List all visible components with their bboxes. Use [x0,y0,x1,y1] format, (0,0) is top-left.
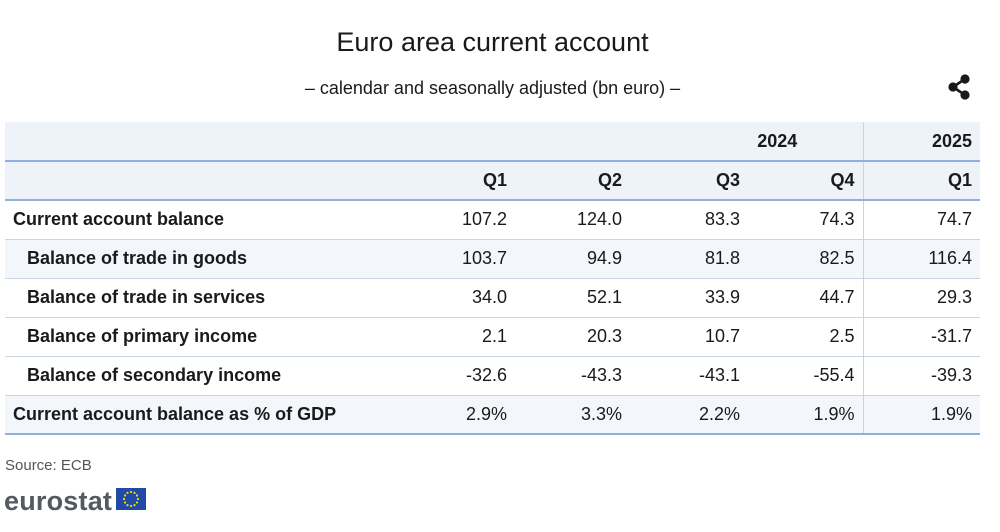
corner-cell [5,160,400,201]
table-row: Current account balance 107.2 124.0 83.3… [5,200,981,240]
year-header-row: 2024 2025 [5,122,981,161]
column-header: Q4 [748,160,864,201]
eu-flag-icon [116,487,147,515]
table-cell: 74.3 [748,200,864,240]
column-header: Q1 [862,160,981,201]
logo-text: eurostat [4,485,113,516]
table-cell: 103.7 [400,239,515,279]
table-cell: 34.0 [400,278,515,318]
table-cell: 10.7 [630,317,748,357]
table-cell: 20.3 [515,317,630,357]
column-header: Q1 [400,160,515,201]
table-cell: 33.9 [630,278,748,318]
table-cell: 116.4 [862,239,981,279]
row-label: Current account balance [5,200,400,240]
row-label: Balance of trade in services [5,278,400,318]
row-label: Balance of trade in goods [5,239,400,279]
table-cell: -32.6 [400,356,515,396]
quarter-header-row: Q1 Q2 Q3 Q4 Q1 [5,160,981,201]
table-cell: 1.9% [862,395,981,435]
eurostat-logo: eurostat [4,485,147,516]
table-cell: 2.9% [400,395,515,435]
table-cell: 81.8 [630,239,748,279]
share-icon[interactable] [944,72,974,102]
table-cell: 124.0 [515,200,630,240]
table-cell: 52.1 [515,278,630,318]
source-note: Source: ECB [5,457,92,474]
table-cell: 107.2 [400,200,515,240]
page-title: Euro area current account [336,27,649,57]
table-cell: -55.4 [748,356,864,396]
table-row: Balance of primary income 2.1 20.3 10.7 … [5,317,981,357]
table-row: Balance of trade in goods 103.7 94.9 81.… [5,239,981,279]
table-cell: 74.7 [862,200,981,240]
column-header: Q3 [630,160,748,201]
table-row: Balance of secondary income -32.6 -43.3 … [5,356,981,396]
table-cell: -39.3 [862,356,981,396]
table-cell: 82.5 [748,239,864,279]
column-header: Q2 [515,160,630,201]
table-cell: 29.3 [862,278,981,318]
table-cell: 44.7 [748,278,864,318]
table-cell: 1.9% [748,395,864,435]
year-header-2024: 2024 [400,122,864,161]
table-cell: 2.5 [748,317,864,357]
table-cell: 83.3 [630,200,748,240]
row-label: Current account balance as % of GDP [5,395,400,435]
corner-cell [5,122,400,161]
table-row: Current account balance as % of GDP 2.9%… [5,395,981,435]
table-cell: 94.9 [515,239,630,279]
table-cell: -43.1 [630,356,748,396]
row-label: Balance of primary income [5,317,400,357]
table-row: Balance of trade in services 34.0 52.1 3… [5,278,981,318]
table-cell: 2.1 [400,317,515,357]
table-cell: -43.3 [515,356,630,396]
row-label: Balance of secondary income [5,356,400,396]
data-table: 2024 2025 Q1 Q2 Q3 Q4 Q1 Current account… [5,122,981,435]
year-header-2025: 2025 [862,122,981,161]
table-cell: -31.7 [862,317,981,357]
table-cell: 3.3% [515,395,630,435]
page-subtitle: – calendar and seasonally adjusted (bn e… [304,78,681,98]
table-cell: 2.2% [630,395,748,435]
